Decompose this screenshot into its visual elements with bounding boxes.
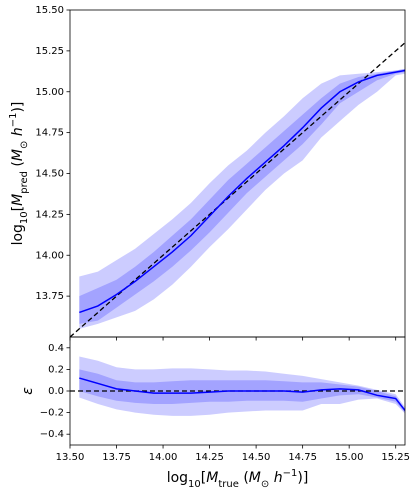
label-part: [ xyxy=(10,206,26,211)
label-part: −1 xyxy=(8,113,19,128)
identity-line xyxy=(70,42,405,337)
y-tick-label: 0.0 xyxy=(48,386,64,397)
plot-area xyxy=(70,356,405,416)
inner-band xyxy=(79,68,405,324)
y-tick-label: 14.75 xyxy=(35,128,64,139)
label-part: [ xyxy=(201,470,206,486)
label-part: 10 xyxy=(19,211,30,224)
y-tick-label: 0.2 xyxy=(48,364,64,375)
axis-label: ε xyxy=(20,387,36,395)
x-tick-label: 15.25 xyxy=(381,452,410,463)
y-tick-label: 15.00 xyxy=(35,87,64,98)
label-part: h xyxy=(274,470,283,486)
y-tick-label: 15.50 xyxy=(35,5,64,16)
label-part: −1 xyxy=(283,468,298,479)
label-part: ( xyxy=(239,470,249,486)
label-part: ⊙ xyxy=(261,479,269,490)
outer-band xyxy=(79,356,405,416)
y-tick-label: 14.50 xyxy=(35,169,64,180)
median-line xyxy=(79,377,405,411)
y-tick-label: 14.25 xyxy=(35,209,64,220)
y-tick-label: 15.25 xyxy=(35,46,64,57)
outer-band xyxy=(79,68,405,329)
label-part: )] xyxy=(10,102,26,113)
label-part: ( xyxy=(10,161,26,171)
label-part: log xyxy=(10,224,26,245)
y-tick-label: −0.4 xyxy=(40,429,64,440)
x-tick-label: 13.50 xyxy=(56,452,85,463)
plot-area xyxy=(70,42,405,337)
label-part: M xyxy=(249,470,261,486)
x-tick-label: 14.75 xyxy=(288,452,317,463)
x-tick-label: 13.75 xyxy=(102,452,131,463)
median-line xyxy=(79,69,405,314)
x-tick-label: 14.25 xyxy=(195,452,224,463)
axis-label: log10[Mpred (M⊙ h−1)] xyxy=(8,102,30,246)
label-part: M xyxy=(10,149,26,161)
label-part: h xyxy=(10,127,26,136)
label-part: log xyxy=(167,470,188,486)
y-tick-label: 0.4 xyxy=(48,343,64,354)
y-tick-label: 13.75 xyxy=(35,291,64,302)
label-part: 10 xyxy=(188,479,201,490)
label-part: M xyxy=(206,470,218,486)
x-tick-label: 14.00 xyxy=(149,452,178,463)
label-part: ⊙ xyxy=(19,141,30,149)
y-tick-label: −0.2 xyxy=(40,408,64,419)
label-part: )] xyxy=(297,470,308,486)
label-part: M xyxy=(10,194,26,206)
axis-label: log10[Mtrue (M⊙ h−1)] xyxy=(167,468,309,490)
x-tick-label: 14.50 xyxy=(242,452,271,463)
label-part: pred xyxy=(19,171,30,194)
x-tick-label: 15.00 xyxy=(335,452,364,463)
label-part: true xyxy=(218,479,239,490)
label-part: ε xyxy=(20,387,36,395)
y-tick-label: 14.00 xyxy=(35,250,64,261)
